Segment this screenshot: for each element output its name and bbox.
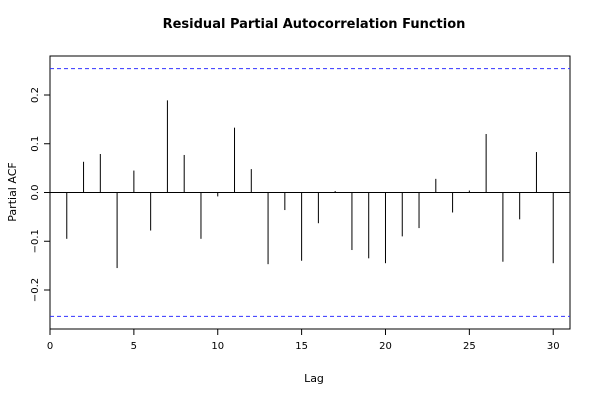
pacf-bars <box>50 100 570 269</box>
x-axis: 0 5 10 15 20 25 30 <box>47 329 560 352</box>
x-tick-label: 20 <box>379 341 392 352</box>
y-tick-label: 0.2 <box>30 87 41 103</box>
y-axis-label: Partial ACF <box>6 162 19 221</box>
x-axis-label: Lag <box>304 372 324 385</box>
x-tick-label: 25 <box>463 341 476 352</box>
y-tick-label: 0.1 <box>30 136 41 152</box>
x-tick-label: 15 <box>295 341 308 352</box>
y-tick-label: −0.2 <box>30 278 41 302</box>
x-tick-label: 30 <box>547 341 560 352</box>
y-tick-label: 0.0 <box>30 185 41 201</box>
x-tick-label: 5 <box>131 341 137 352</box>
x-tick-label: 0 <box>47 341 53 352</box>
y-axis: −0.2 −0.1 0.0 0.1 0.2 <box>30 87 50 302</box>
x-tick-label: 10 <box>211 341 224 352</box>
chart-title: Residual Partial Autocorrelation Functio… <box>163 17 466 32</box>
y-tick-label: −0.1 <box>30 229 41 253</box>
confidence-bounds <box>50 68 570 317</box>
